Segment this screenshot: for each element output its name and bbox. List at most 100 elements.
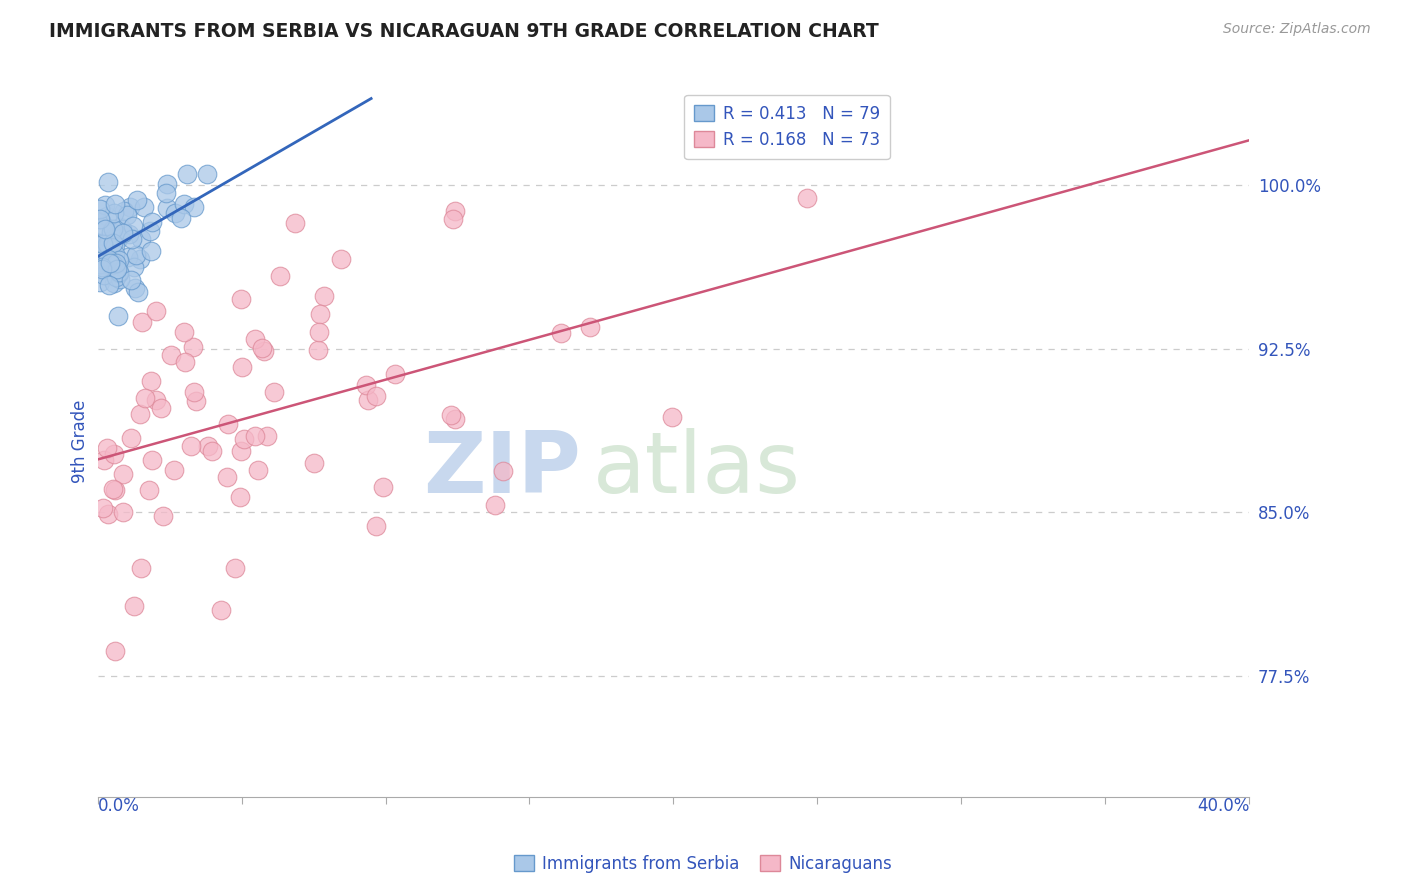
Point <box>229 444 252 458</box>
Point <box>97 507 120 521</box>
Point <box>89 257 111 271</box>
Point <box>131 561 153 575</box>
Point <box>111 467 134 481</box>
Point <box>173 197 195 211</box>
Point <box>122 219 145 234</box>
Point <box>122 599 145 613</box>
Point <box>104 239 127 253</box>
Text: Source: ZipAtlas.com: Source: ZipAtlas.com <box>1223 22 1371 37</box>
Point <box>128 407 150 421</box>
Point <box>103 206 125 220</box>
Text: 0.0%: 0.0% <box>97 797 139 814</box>
Point <box>117 250 139 264</box>
Point <box>104 247 127 261</box>
Point <box>107 309 129 323</box>
Point <box>98 258 121 272</box>
Point <box>366 518 388 533</box>
Point <box>661 410 683 425</box>
Point <box>550 326 572 340</box>
Point <box>224 561 246 575</box>
Point <box>138 483 160 497</box>
Point <box>90 261 112 276</box>
Point <box>170 211 193 226</box>
Point <box>256 429 278 443</box>
Point <box>439 408 461 422</box>
Point <box>246 463 269 477</box>
Point <box>229 491 252 505</box>
Point <box>180 439 202 453</box>
Point <box>111 505 134 519</box>
Point <box>131 315 153 329</box>
Text: IMMIGRANTS FROM SERBIA VS NICARAGUAN 9TH GRADE CORRELATION CHART: IMMIGRANTS FROM SERBIA VS NICARAGUAN 9TH… <box>49 22 879 41</box>
Point <box>284 216 307 230</box>
Point <box>129 232 152 246</box>
Point <box>217 417 239 432</box>
Y-axis label: 9th Grade: 9th Grade <box>72 400 89 483</box>
Point <box>139 224 162 238</box>
Point <box>200 444 222 458</box>
Point <box>176 167 198 181</box>
Point <box>91 237 114 252</box>
Point <box>484 498 506 512</box>
Point <box>89 202 111 217</box>
Point <box>330 252 353 266</box>
Point <box>141 374 163 388</box>
Point <box>120 273 142 287</box>
Point <box>91 500 114 515</box>
Point <box>215 470 238 484</box>
Point <box>100 258 122 272</box>
Point <box>243 332 266 346</box>
Point <box>103 276 125 290</box>
Point <box>492 464 515 478</box>
Point <box>152 508 174 523</box>
Point <box>122 260 145 275</box>
Point <box>174 355 197 369</box>
Point <box>105 261 128 276</box>
Point <box>384 367 406 381</box>
Point <box>373 480 395 494</box>
Point <box>120 431 142 445</box>
Point <box>93 453 115 467</box>
Point <box>96 441 118 455</box>
Point <box>269 268 291 283</box>
Point <box>94 222 117 236</box>
Point <box>90 260 112 274</box>
Point <box>250 341 273 355</box>
Point <box>93 219 115 233</box>
Point <box>263 385 285 400</box>
Point <box>141 453 163 467</box>
Point <box>89 247 111 261</box>
Point <box>108 266 131 280</box>
Point <box>97 238 120 252</box>
Point <box>103 447 125 461</box>
Point <box>163 206 186 220</box>
Point <box>145 303 167 318</box>
Point <box>121 232 143 246</box>
Text: atlas: atlas <box>593 428 801 511</box>
Point <box>356 378 378 392</box>
Point <box>104 483 127 497</box>
Point <box>128 252 150 266</box>
Point <box>307 343 329 357</box>
Point <box>125 193 148 207</box>
Point <box>100 225 122 239</box>
Point <box>89 275 111 289</box>
Point <box>96 237 118 252</box>
Point <box>100 253 122 268</box>
Point <box>183 384 205 399</box>
Point <box>103 235 125 250</box>
Point <box>124 281 146 295</box>
Point <box>108 253 131 268</box>
Point <box>97 278 120 293</box>
Point <box>100 252 122 267</box>
Legend: R = 0.413   N = 79, R = 0.168   N = 73: R = 0.413 N = 79, R = 0.168 N = 73 <box>685 95 890 159</box>
Point <box>243 428 266 442</box>
Point <box>233 432 256 446</box>
Point <box>211 603 233 617</box>
Point <box>364 389 387 403</box>
Point <box>141 215 163 229</box>
Point <box>444 412 467 426</box>
Text: 40.0%: 40.0% <box>1197 797 1250 814</box>
Point <box>104 228 127 243</box>
Point <box>155 186 177 200</box>
